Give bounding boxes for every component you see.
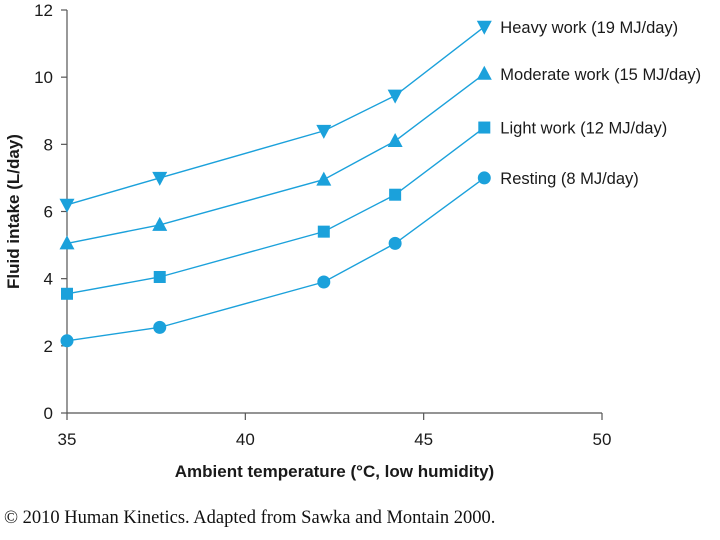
data-point-triangle-up bbox=[152, 216, 168, 231]
series-line-circle bbox=[66, 177, 485, 342]
data-point-triangle-up bbox=[387, 132, 403, 147]
data-point-square bbox=[478, 121, 491, 134]
data-point-square bbox=[61, 287, 73, 300]
data-point-triangle-up bbox=[316, 171, 332, 186]
data-point-triangle-down bbox=[152, 171, 168, 186]
legend-label: Resting (8 MJ/day) bbox=[500, 170, 638, 188]
x-tick-label: 45 bbox=[414, 430, 433, 449]
legend-label: Heavy work (19 MJ/day) bbox=[500, 19, 678, 37]
y-tick-label: 4 bbox=[44, 270, 53, 289]
x-axis-title: Ambient temperature (°C, low humidity) bbox=[175, 462, 494, 481]
data-point-circle bbox=[153, 320, 167, 334]
data-point-circle bbox=[388, 236, 402, 250]
data-point-circle bbox=[317, 275, 331, 289]
data-point-triangle-up bbox=[476, 65, 492, 80]
data-point-square bbox=[153, 270, 166, 283]
fluid-intake-chart: 0 2 4 6 8 10 12 35 40 45 50 Ambient temperature (°C… bbox=[4, 1, 701, 481]
y-tick-label: 0 bbox=[44, 404, 53, 423]
data-point-triangle-down bbox=[387, 89, 403, 104]
series-line-square bbox=[66, 126, 485, 295]
data-point-triangle-down bbox=[476, 20, 492, 35]
y-axis-title: Fluid intake (L/day) bbox=[4, 134, 23, 289]
y-tick-label: 10 bbox=[34, 68, 53, 87]
data-point-triangle-down bbox=[59, 198, 75, 213]
series-line-triangle-down bbox=[66, 26, 485, 206]
copyright-footer: © 2010 Human Kinetics. Adapted from Sawk… bbox=[4, 508, 496, 528]
y-tick-label: 2 bbox=[44, 337, 53, 356]
data-point-square bbox=[389, 188, 402, 201]
x-tick-label: 40 bbox=[236, 430, 255, 449]
legend-label: Light work (12 MJ/day) bbox=[500, 120, 667, 138]
y-tick-label: 6 bbox=[44, 203, 53, 222]
data-point-circle bbox=[60, 334, 74, 348]
data-point-triangle-down bbox=[316, 124, 332, 139]
x-tick-label: 35 bbox=[58, 430, 77, 449]
x-tick-label: 50 bbox=[593, 430, 612, 449]
y-tick-label: 8 bbox=[44, 135, 53, 154]
y-tick-label: 12 bbox=[34, 1, 53, 20]
data-point-triangle-up bbox=[59, 235, 75, 250]
series-line-triangle-up bbox=[66, 73, 485, 245]
data-point-square bbox=[317, 225, 330, 238]
data-point-circle bbox=[477, 171, 491, 185]
legend-label: Moderate work (15 MJ/day) bbox=[500, 66, 701, 84]
